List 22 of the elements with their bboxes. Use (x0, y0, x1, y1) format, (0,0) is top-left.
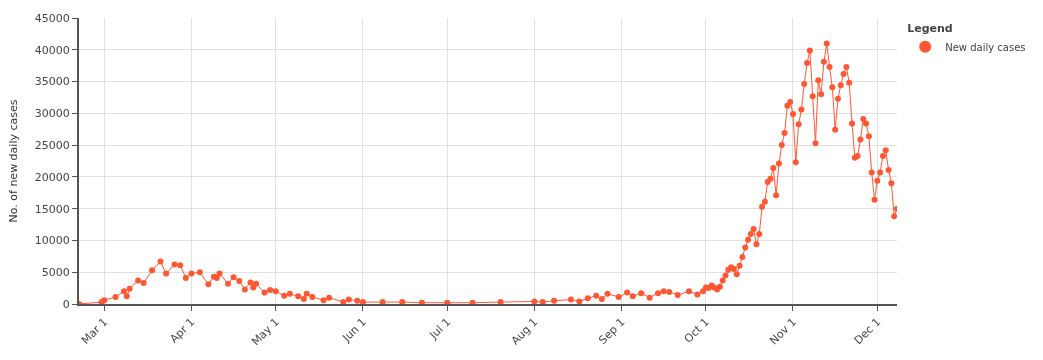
x-tick-label: Apr 1 (167, 315, 198, 346)
legend-title: Legend (907, 22, 953, 36)
legend-label: New daily cases (945, 41, 1026, 53)
x-tick-label: Mar 1 (79, 315, 111, 347)
y-tick-label: 5000 (41, 266, 70, 280)
y-tick-label: 45000 (34, 11, 70, 25)
x-tick-label: Aug 1 (508, 315, 541, 348)
y-tick-label: 25000 (34, 138, 70, 152)
x-tick-label: Dec 1 (851, 315, 884, 348)
y-tick-label: 10000 (34, 234, 70, 248)
y-tick-label: 20000 (34, 170, 70, 184)
y-tick-label: 35000 (34, 75, 70, 89)
x-tick-label: Sep 1 (596, 315, 628, 347)
y-tick-label: 30000 (34, 107, 70, 121)
x-tick-label: Jun 1 (339, 315, 369, 345)
y-tick-label: 40000 (34, 43, 70, 57)
x-tick-label: Nov 1 (767, 315, 799, 348)
y-tick-label: 0 (62, 297, 70, 311)
x-tick-label: Jul 1 (426, 315, 454, 343)
y-tick-label: 15000 (34, 202, 70, 216)
x-tick-label: Oct 1 (681, 315, 712, 346)
y-axis-title: No. of new daily cases (6, 99, 20, 223)
